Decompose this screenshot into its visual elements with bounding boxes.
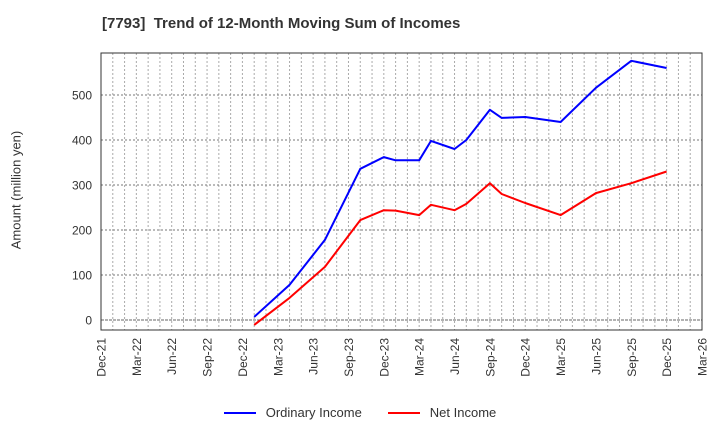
y-tick-label: 100 — [72, 269, 92, 283]
x-axis-ticks: Dec-21 Mar-22 Jun-22 Sep-22 Dec-22 Mar-23 Jun-… — [95, 338, 710, 377]
ordinary-income-swatch — [223, 411, 256, 414]
chart-title: [7793] Trend of 12-Month Moving Sum of I… — [102, 15, 461, 32]
y-axis-ticks: 0 100 200 300 400 500 — [72, 89, 92, 328]
x-tick-label: Dec-24 — [519, 338, 533, 377]
data-series — [253, 59, 667, 326]
x-tick-label: Mar-22 — [130, 338, 144, 376]
x-tick-label: Dec-21 — [95, 338, 109, 377]
x-tick-label: Mar-26 — [696, 338, 710, 376]
y-tick-label: 0 — [85, 314, 92, 328]
x-tick-label: Mar-23 — [271, 338, 285, 376]
grid-lines — [101, 53, 702, 330]
x-tick-label: Jun-24 — [448, 338, 462, 375]
legend-label: Ordinary Income — [265, 405, 362, 420]
x-tick-label: Jun-23 — [307, 338, 321, 375]
x-tick-label: Sep-22 — [201, 338, 215, 377]
y-tick-label: 300 — [72, 179, 92, 193]
x-tick-label: Jun-25 — [589, 338, 603, 375]
x-tick-label: Dec-23 — [377, 338, 391, 377]
plot-frame — [100, 52, 703, 331]
x-tick-label: Dec-22 — [236, 338, 250, 377]
legend: Ordinary Income Net Income — [0, 405, 720, 420]
y-tick-label: 200 — [72, 224, 92, 238]
x-tick-label: Mar-24 — [413, 338, 427, 376]
x-tick-label: Mar-25 — [554, 338, 568, 376]
x-tick-label: Jun-22 — [165, 338, 179, 375]
x-tick-label: Sep-24 — [483, 338, 497, 377]
ordinary-income-line — [253, 59, 667, 318]
x-tick-label: Dec-25 — [660, 338, 674, 377]
x-tick-label: Sep-23 — [342, 338, 356, 377]
legend-item-ordinary-income: Ordinary Income — [223, 405, 362, 420]
legend-item-net-income: Net Income — [387, 405, 497, 420]
net-income-swatch — [387, 411, 420, 414]
legend-label: Net Income — [429, 405, 497, 420]
net-income-line — [253, 170, 667, 326]
y-tick-label: 400 — [72, 134, 92, 148]
y-tick-label: 500 — [72, 89, 92, 103]
x-tick-label: Sep-25 — [625, 338, 639, 377]
